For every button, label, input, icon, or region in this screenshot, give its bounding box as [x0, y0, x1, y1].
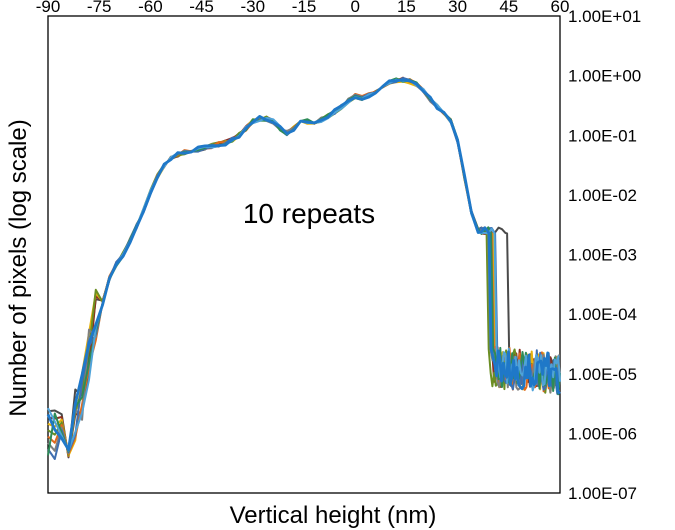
- x-axis-title: Vertical height (nm): [230, 502, 437, 529]
- series-line: [47, 77, 561, 456]
- series-line: [47, 77, 560, 459]
- series-line: [47, 80, 560, 457]
- x-tick-label: -90: [36, 0, 61, 16]
- x-tick-labels: -90 -75 -60 -45 -30 -15 0 15 30 45 60: [36, 0, 570, 16]
- plot-frame: [47, 15, 561, 494]
- y-tick-label: 1.00E-02: [568, 186, 637, 205]
- y-tick-label: 1.00E-01: [568, 126, 637, 145]
- y-tick-labels: 1.00E+01 1.00E+00 1.00E-01 1.00E-02 1.00E-03…: [568, 7, 641, 503]
- series-line: [47, 78, 561, 452]
- x-tick-label: -45: [189, 0, 214, 16]
- y-axis-title: Number of pixels (log scale): [5, 119, 32, 416]
- x-tick-label: -60: [138, 0, 163, 16]
- series-layer: [46, 76, 561, 460]
- y-tick-label: 1.00E+00: [568, 67, 641, 86]
- series-line: [47, 78, 560, 455]
- series-line: [47, 76, 560, 458]
- x-tick-label: 60: [551, 0, 570, 16]
- x-tick-label: 0: [350, 0, 359, 16]
- annotation-label: 10 repeats: [243, 198, 375, 229]
- y-tick-label: 1.00E+01: [568, 7, 641, 26]
- y-tick-label: 1.00E-03: [568, 246, 637, 265]
- y-tick-label: 1.00E-04: [568, 305, 637, 324]
- x-tick-label: 15: [397, 0, 416, 16]
- x-tick-label: -15: [292, 0, 317, 16]
- series-line: [47, 77, 560, 460]
- x-tick-label: -30: [241, 0, 266, 16]
- series-line: [46, 78, 561, 451]
- x-tick-label: -75: [87, 0, 112, 16]
- x-tick-label: 30: [448, 0, 467, 16]
- y-tick-label: 1.00E-05: [568, 365, 637, 384]
- y-tick-label: 1.00E-07: [568, 484, 637, 503]
- series-line: [47, 77, 560, 455]
- series-line: [47, 77, 560, 456]
- x-tick-label: 45: [499, 0, 518, 16]
- y-tick-label: 1.00E-06: [568, 424, 637, 443]
